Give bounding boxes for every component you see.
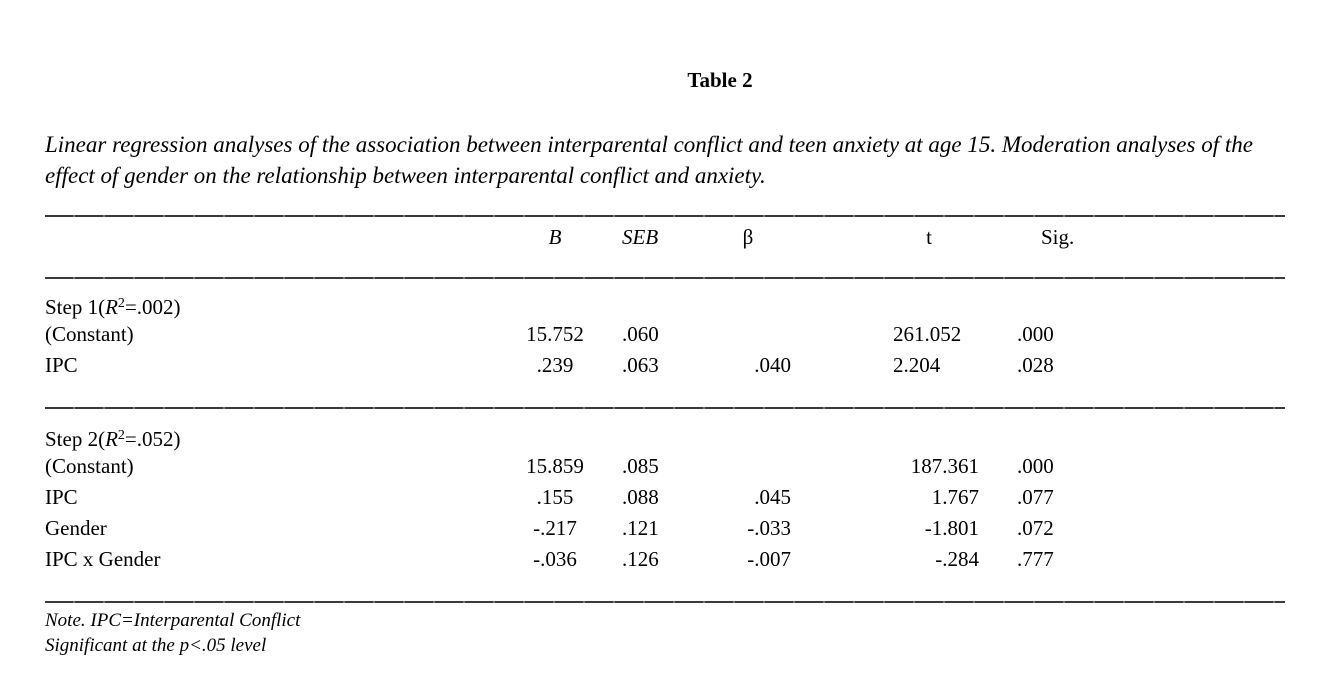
t-value: 1.767 [931,485,979,509]
table-rule-bottom [45,601,1285,603]
predictor-label: Gender [45,516,107,540]
section-header: Step 1(R2=.002) [45,279,1285,319]
b-value: .239 [536,353,574,377]
table-header-row: B SEB β t Sig. [45,217,1285,277]
seb-value: .088 [622,485,659,509]
table-row: IPC x Gender -.036 .126 -.007 -.284 .777 [45,544,1285,575]
header-seb: SEB [622,225,659,249]
table-rule-section [45,407,1285,409]
note-abbreviation: Note. IPC=Interparental Conflict [45,610,301,631]
seb-value: .060 [622,322,659,346]
predictor-label: IPC [45,485,78,509]
sig-value: .000 [1017,322,1054,346]
table-title: Table 2 [687,68,753,92]
table-body: Step 1(R2=.002) (Constant) 15.752 .060 261.0… [45,279,1285,575]
header-sig: Sig. [1041,225,1075,249]
sig-value: .077 [1017,485,1054,509]
table-row: (Constant) 15.752 .060 261.052 .000 [45,319,1285,350]
seb-value: .085 [622,454,659,478]
sig-value: .072 [1017,516,1054,540]
predictor-label: IPC x Gender [45,547,161,571]
beta-value: .045 [754,485,791,509]
section-label: Step 1(R2=.002) [45,295,181,319]
t-value: -.284 [935,547,979,571]
b-value: 15.859 [526,454,584,478]
note-significance: Significant at the p<.05 level [45,635,267,656]
header-empty [45,217,510,225]
sig-value: .028 [1017,353,1054,377]
table-notes: Note. IPC=Interparental Conflict Signifi… [45,608,1326,658]
t-value: -1.801 [924,516,979,540]
sig-value: .777 [1017,547,1054,571]
seb-value: .126 [622,547,659,571]
table-rule-top [45,215,1285,217]
beta-value [705,451,791,482]
t-value: 261.052 [893,322,962,346]
predictor-label: IPC [45,353,78,377]
predictor-label: (Constant) [45,322,134,346]
beta-value: .040 [754,353,791,377]
table-row: IPC .155 .088 .045 1.767 .077 [45,482,1285,513]
b-value: .155 [536,485,574,509]
section-header: Step 2(R2=.052) [45,409,1285,451]
header-beta: β [742,225,754,249]
header-t: t [926,225,932,249]
section-label: Step 2(R2=.052) [45,427,181,451]
table-row: Gender -.217 .121 -.033 -1.801 .072 [45,513,1285,544]
sig-value: .000 [1017,454,1054,478]
beta-value [705,319,791,350]
seb-value: .121 [622,516,659,540]
b-value: -.036 [533,547,577,571]
predictor-label: (Constant) [45,454,134,478]
b-value: 15.752 [526,322,584,346]
seb-value: .063 [622,353,659,377]
table-row: IPC .239 .063 .040 2.204 .028 [45,350,1285,381]
header-b: B [548,225,562,249]
table-row: (Constant) 15.859 .085 187.361 .000 [45,451,1285,482]
b-value: -.217 [533,516,577,540]
beta-value: -.033 [747,516,791,540]
table-rule-header [45,277,1285,279]
t-value: 187.361 [910,454,979,478]
beta-value: -.007 [747,547,791,571]
regression-table: B SEB β t Sig. Step 1(R2=.002) (Constant)… [45,215,1285,603]
t-value: 2.204 [893,353,941,377]
table-caption: Linear regression analyses of the associ… [45,132,1253,188]
